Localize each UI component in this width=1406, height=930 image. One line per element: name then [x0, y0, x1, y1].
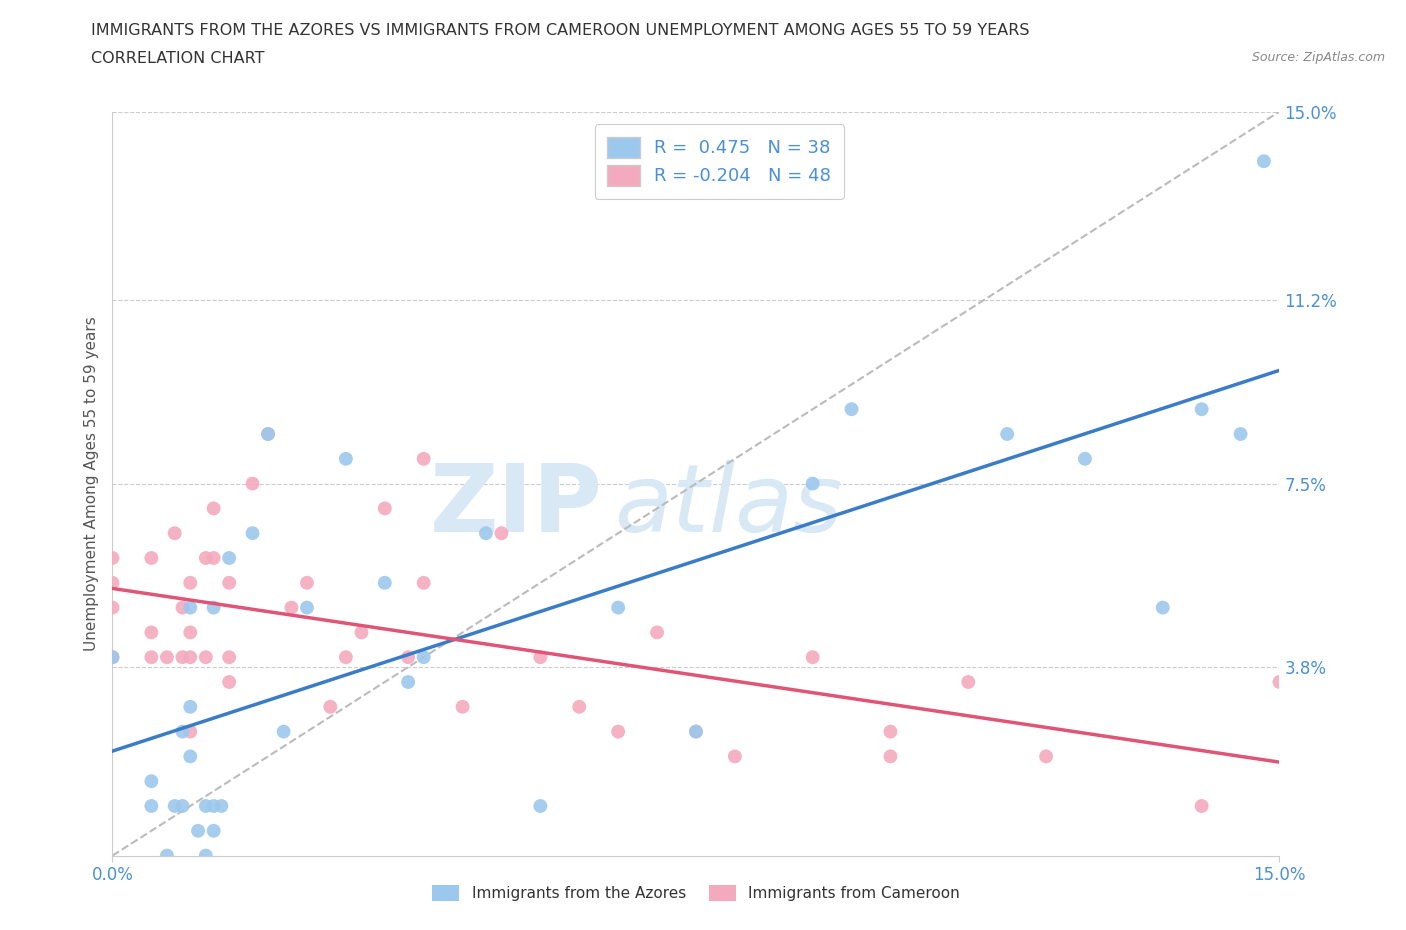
- Point: [141, 625, 163, 640]
- Point: [156, 650, 179, 665]
- Point: [172, 724, 194, 739]
- Point: [141, 799, 163, 814]
- Point: [350, 625, 373, 640]
- Point: [194, 650, 217, 665]
- Point: [242, 525, 264, 540]
- Point: [179, 576, 201, 591]
- Point: [179, 749, 201, 764]
- Text: atlas: atlas: [614, 460, 842, 551]
- Point: [179, 625, 201, 640]
- Point: [218, 576, 240, 591]
- Point: [645, 625, 668, 640]
- Point: [156, 848, 179, 863]
- Point: [1229, 427, 1251, 442]
- Point: [295, 600, 318, 615]
- Point: [295, 576, 318, 591]
- Legend: Immigrants from the Azores, Immigrants from Cameroon: Immigrants from the Azores, Immigrants f…: [426, 879, 966, 908]
- Point: [335, 650, 357, 665]
- Point: [172, 650, 194, 665]
- Point: [141, 551, 163, 565]
- Point: [1191, 402, 1213, 417]
- Point: [412, 576, 434, 591]
- Point: [529, 799, 551, 814]
- Point: [187, 823, 209, 838]
- Point: [202, 551, 225, 565]
- Point: [1253, 153, 1275, 168]
- Y-axis label: Unemployment Among Ages 55 to 59 years: Unemployment Among Ages 55 to 59 years: [83, 316, 98, 651]
- Point: [194, 799, 217, 814]
- Point: [209, 799, 232, 814]
- Point: [141, 774, 163, 789]
- Point: [685, 724, 707, 739]
- Point: [202, 600, 225, 615]
- Point: [218, 674, 240, 689]
- Point: [879, 749, 901, 764]
- Point: [179, 600, 201, 615]
- Point: [335, 451, 357, 466]
- Point: [801, 476, 824, 491]
- Point: [163, 525, 186, 540]
- Point: [218, 551, 240, 565]
- Point: [273, 724, 295, 739]
- Point: [257, 427, 280, 442]
- Point: [218, 650, 240, 665]
- Text: IMMIGRANTS FROM THE AZORES VS IMMIGRANTS FROM CAMEROON UNEMPLOYMENT AMONG AGES 5: IMMIGRANTS FROM THE AZORES VS IMMIGRANTS…: [91, 23, 1029, 38]
- Point: [101, 600, 124, 615]
- Point: [995, 427, 1018, 442]
- Point: [202, 823, 225, 838]
- Point: [179, 724, 201, 739]
- Point: [529, 650, 551, 665]
- Point: [194, 848, 217, 863]
- Point: [607, 600, 630, 615]
- Point: [841, 402, 863, 417]
- Point: [202, 501, 225, 516]
- Point: [879, 724, 901, 739]
- Point: [451, 699, 474, 714]
- Point: [607, 724, 630, 739]
- Point: [257, 427, 280, 442]
- Point: [163, 799, 186, 814]
- Point: [101, 576, 124, 591]
- Point: [685, 724, 707, 739]
- Point: [141, 650, 163, 665]
- Point: [1074, 451, 1097, 466]
- Point: [374, 576, 396, 591]
- Point: [179, 650, 201, 665]
- Point: [319, 699, 342, 714]
- Point: [475, 525, 498, 540]
- Text: ZIP: ZIP: [430, 460, 603, 551]
- Point: [1152, 600, 1174, 615]
- Point: [202, 799, 225, 814]
- Point: [801, 650, 824, 665]
- Point: [1035, 749, 1057, 764]
- Point: [1191, 799, 1213, 814]
- Point: [101, 650, 124, 665]
- Point: [412, 451, 434, 466]
- Point: [412, 650, 434, 665]
- Point: [280, 600, 302, 615]
- Point: [724, 749, 747, 764]
- Point: [101, 551, 124, 565]
- Point: [957, 674, 980, 689]
- Point: [374, 501, 396, 516]
- Point: [491, 525, 513, 540]
- Text: Source: ZipAtlas.com: Source: ZipAtlas.com: [1251, 51, 1385, 64]
- Point: [396, 650, 419, 665]
- Point: [568, 699, 591, 714]
- Point: [179, 699, 201, 714]
- Text: CORRELATION CHART: CORRELATION CHART: [91, 51, 264, 66]
- Point: [101, 650, 124, 665]
- Point: [172, 799, 194, 814]
- Point: [172, 600, 194, 615]
- Point: [396, 674, 419, 689]
- Point: [1268, 674, 1291, 689]
- Point: [194, 551, 217, 565]
- Point: [242, 476, 264, 491]
